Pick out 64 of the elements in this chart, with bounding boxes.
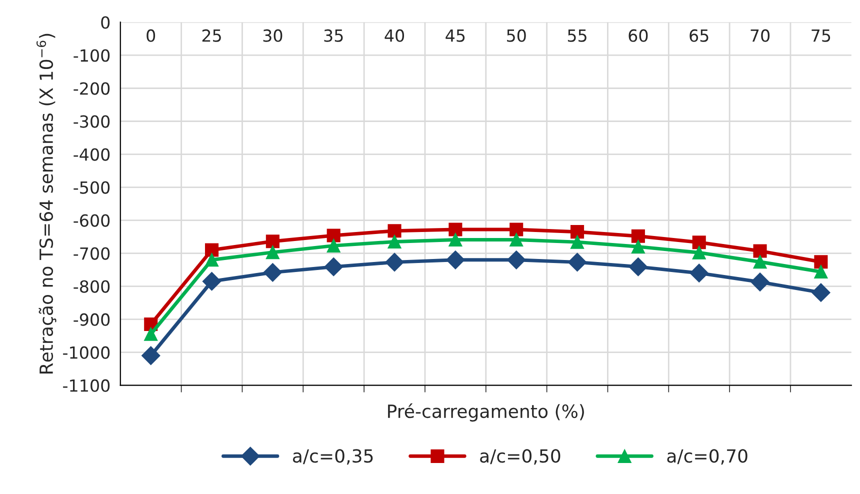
point: [507, 250, 526, 270]
point: [510, 222, 524, 236]
y-tick-label: -200: [74, 82, 110, 95]
point: [388, 224, 402, 238]
point: [326, 238, 340, 252]
point: [568, 252, 587, 272]
point: [750, 272, 770, 292]
y-tick-label: -900: [74, 313, 110, 326]
x-tick-label: 65: [690, 29, 708, 42]
y-tick-label: -100: [74, 49, 110, 62]
x-tick-label: 75: [812, 30, 830, 42]
y-tick-label: -500: [74, 181, 110, 194]
y-tick-label: -300: [74, 115, 110, 128]
y-tick-label: -400: [74, 148, 110, 161]
y-tick-label: -800: [74, 280, 110, 293]
point: [144, 327, 158, 341]
point: [628, 257, 648, 276]
y-tick-label: -1000: [63, 346, 110, 359]
x-tick-label: 35: [324, 29, 343, 42]
point: [631, 229, 645, 243]
x-tick-label: 0: [146, 29, 156, 42]
legend-label: a/c=0,35: [292, 449, 373, 465]
point: [266, 234, 280, 248]
x-tick-label: 45: [446, 30, 465, 42]
point: [570, 235, 584, 249]
point: [692, 236, 706, 250]
point: [446, 250, 465, 270]
point: [202, 272, 222, 291]
point: [631, 240, 645, 254]
point: [142, 346, 160, 365]
point: [692, 246, 706, 260]
point: [448, 222, 462, 236]
y-tick-label: -600: [74, 214, 110, 227]
x-tick-label: 30: [263, 29, 282, 42]
point: [570, 225, 584, 239]
y-axis-title: Retração no TS=64 semanas (X 10$^{−6}$): [36, 34, 56, 374]
point: [263, 263, 282, 282]
point: [266, 246, 280, 260]
point: [326, 228, 340, 242]
point: [510, 232, 524, 247]
point: [448, 232, 462, 247]
x-tick-label: 25: [202, 29, 221, 42]
x-tick-label: 55: [568, 30, 586, 42]
y-tick-label: -1100: [63, 379, 110, 392]
point: [812, 283, 830, 302]
point: [385, 252, 404, 272]
point: [753, 255, 767, 269]
point: [205, 243, 219, 257]
legend-label: a/c=0,50: [480, 449, 560, 465]
x-tick-label: 70: [750, 29, 770, 42]
x-tick-label: 40: [384, 29, 404, 42]
legend-label: a/c=0,70: [667, 449, 748, 465]
x-tick-label: 50: [507, 29, 526, 42]
point: [324, 257, 343, 276]
x-tick-label: 60: [628, 29, 648, 42]
point: [753, 244, 767, 258]
point: [814, 255, 828, 269]
point: [814, 265, 828, 279]
y-tick-label: 0: [101, 16, 110, 29]
point: [690, 264, 708, 282]
point: [388, 234, 402, 249]
point: [205, 253, 219, 267]
y-tick-label: -700: [74, 247, 110, 260]
x-axis-title: Pré-carregamento (%): [388, 403, 584, 422]
